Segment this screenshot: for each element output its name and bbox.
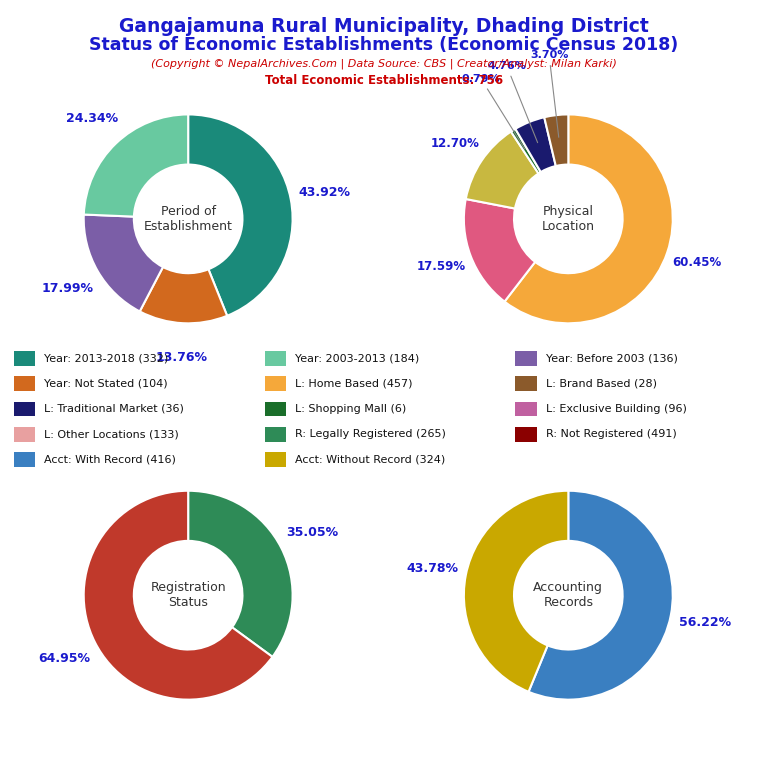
Text: Status of Economic Establishments (Economic Census 2018): Status of Economic Establishments (Econo… [89, 36, 679, 54]
Text: 64.95%: 64.95% [38, 651, 91, 664]
Bar [515, 402, 537, 416]
Bar [14, 376, 35, 391]
Bar [265, 427, 286, 442]
Wedge shape [545, 114, 568, 166]
Text: Acct: With Record (416): Acct: With Record (416) [44, 455, 176, 465]
Wedge shape [84, 491, 273, 700]
Bar [14, 351, 35, 366]
Wedge shape [84, 114, 188, 217]
Bar [515, 427, 537, 442]
Bar [265, 376, 286, 391]
Text: L: Brand Based (28): L: Brand Based (28) [545, 379, 657, 389]
Text: Year: Before 2003 (136): Year: Before 2003 (136) [545, 353, 677, 363]
Bar [14, 402, 35, 416]
Bar [14, 427, 35, 442]
Text: Year: Not Stated (104): Year: Not Stated (104) [44, 379, 167, 389]
Wedge shape [465, 131, 538, 209]
Bar [515, 376, 537, 391]
Wedge shape [515, 118, 556, 172]
Text: L: Traditional Market (36): L: Traditional Market (36) [44, 404, 184, 414]
Text: R: Legally Registered (265): R: Legally Registered (265) [295, 429, 445, 439]
Text: 60.45%: 60.45% [672, 257, 721, 269]
Text: Period of
Establishment: Period of Establishment [144, 205, 233, 233]
Bar [515, 351, 537, 366]
Wedge shape [464, 491, 568, 692]
Text: 43.78%: 43.78% [406, 561, 458, 574]
Text: L: Shopping Mall (6): L: Shopping Mall (6) [295, 404, 406, 414]
Wedge shape [140, 267, 227, 323]
Text: 35.05%: 35.05% [286, 526, 338, 539]
Text: 24.34%: 24.34% [66, 112, 118, 125]
Text: 13.76%: 13.76% [155, 351, 207, 364]
Wedge shape [505, 114, 673, 323]
Text: 3.70%: 3.70% [530, 50, 568, 137]
Text: (Copyright © NepalArchives.Com | Data Source: CBS | Creator/Analyst: Milan Karki: (Copyright © NepalArchives.Com | Data So… [151, 58, 617, 69]
Wedge shape [84, 214, 163, 311]
Text: Year: 2013-2018 (332): Year: 2013-2018 (332) [44, 353, 168, 363]
Text: Total Economic Establishments: 756: Total Economic Establishments: 756 [265, 74, 503, 88]
Text: L: Home Based (457): L: Home Based (457) [295, 379, 412, 389]
Wedge shape [528, 491, 673, 700]
Wedge shape [188, 114, 293, 316]
Text: Registration
Status: Registration Status [151, 581, 226, 609]
Text: 17.59%: 17.59% [417, 260, 466, 273]
Wedge shape [188, 491, 293, 657]
Text: 56.22%: 56.22% [679, 616, 730, 629]
Text: 4.76%: 4.76% [487, 61, 538, 143]
Text: 12.70%: 12.70% [431, 137, 480, 150]
Text: R: Not Registered (491): R: Not Registered (491) [545, 429, 677, 439]
Text: 43.92%: 43.92% [299, 186, 350, 199]
Bar [265, 452, 286, 467]
Text: L: Exclusive Building (96): L: Exclusive Building (96) [545, 404, 687, 414]
Wedge shape [511, 129, 541, 174]
Text: Acct: Without Record (324): Acct: Without Record (324) [295, 455, 445, 465]
Bar [265, 351, 286, 366]
Text: 0.79%: 0.79% [462, 74, 525, 149]
Text: L: Other Locations (133): L: Other Locations (133) [44, 429, 178, 439]
Text: Physical
Location: Physical Location [541, 205, 595, 233]
Bar [14, 452, 35, 467]
Text: Accounting
Records: Accounting Records [534, 581, 603, 609]
Bar [265, 402, 286, 416]
Text: Year: 2003-2013 (184): Year: 2003-2013 (184) [295, 353, 419, 363]
Text: Gangajamuna Rural Municipality, Dhading District: Gangajamuna Rural Municipality, Dhading … [119, 17, 649, 36]
Text: 17.99%: 17.99% [41, 282, 94, 295]
Wedge shape [464, 199, 535, 302]
